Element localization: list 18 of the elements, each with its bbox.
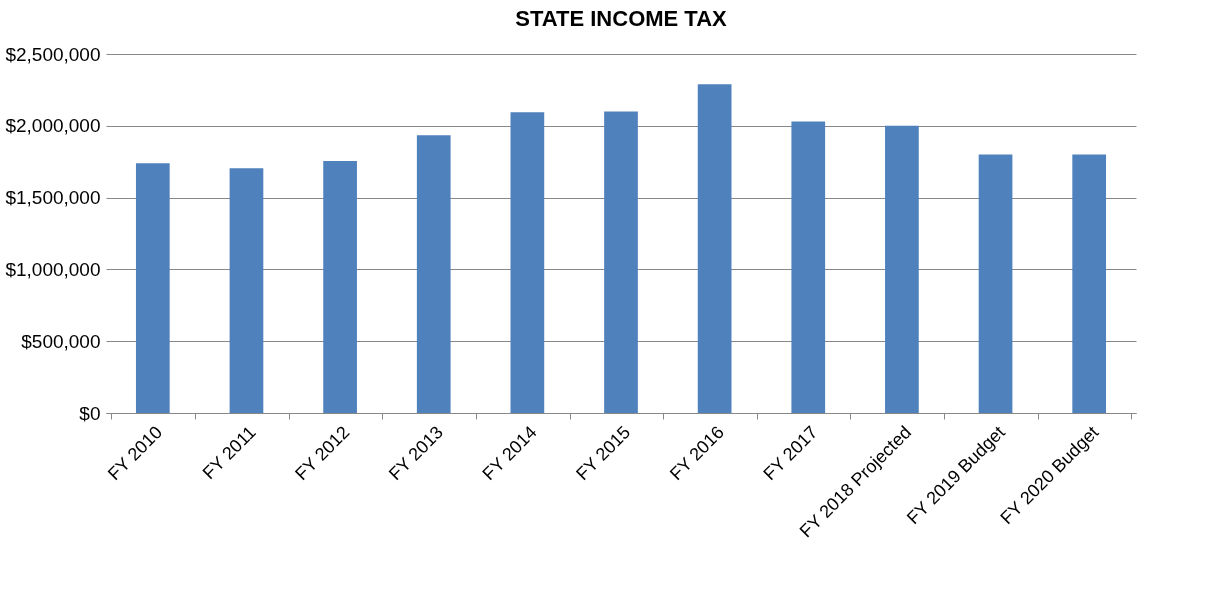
y-tick-label: $2,000,000 <box>5 115 101 137</box>
bar <box>791 121 826 413</box>
y-tick-label: $1,000,000 <box>5 258 101 280</box>
bar <box>416 135 451 413</box>
bar <box>229 168 264 413</box>
bar <box>135 163 170 413</box>
bar <box>885 125 919 413</box>
y-tick-label: $2,500,000 <box>5 43 101 65</box>
y-tick-label: $1,500,000 <box>5 187 101 209</box>
bar <box>323 160 357 413</box>
bar <box>697 84 732 413</box>
bar <box>510 112 545 413</box>
chart-title: STATE INCOME TAX <box>515 6 728 31</box>
bar <box>604 111 638 413</box>
bar <box>978 154 1013 413</box>
y-tick-label: $0 <box>79 402 101 424</box>
y-tick-label: $500,000 <box>21 330 101 352</box>
bar <box>1072 154 1107 413</box>
